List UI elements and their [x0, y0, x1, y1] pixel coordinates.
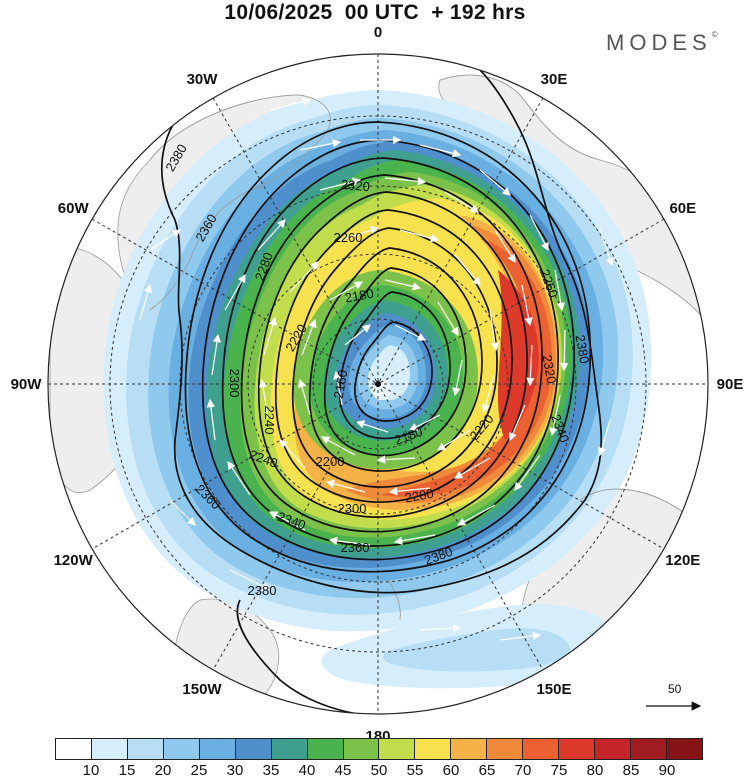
lon-label-30e: 30E	[541, 71, 568, 88]
lon-label-150e: 150E	[536, 681, 571, 698]
colorbar-tick-label: 70	[514, 762, 532, 779]
contour-label-2380-3: 2380	[248, 583, 277, 598]
contour-2220	[308, 247, 483, 472]
colorbar-tick-label: 15	[118, 762, 136, 779]
colorbar-cell	[523, 739, 560, 759]
contour-2200	[323, 267, 467, 457]
contour-2380	[161, 69, 603, 594]
lon-label-90e: 90E	[717, 376, 744, 393]
colorbar-tick-label: 80	[586, 762, 604, 779]
colorbar-cell	[163, 739, 200, 759]
colorbar-tick-label: 35	[262, 762, 280, 779]
colorbar-cell	[271, 739, 308, 759]
contour-label-2320-1: 2320	[540, 354, 560, 385]
wind-reference-label: 50	[668, 682, 682, 696]
contour-label-2300-0: 2300	[227, 369, 242, 398]
contour-2360	[184, 121, 592, 573]
contour-label-2280-1: 2280	[404, 486, 435, 506]
contour-label-2240-0: 2240	[262, 406, 277, 435]
contour-2240	[291, 227, 498, 488]
colorbar-cell	[451, 739, 488, 759]
colorbar-cell	[91, 739, 128, 759]
colorbar-cell	[127, 739, 164, 759]
lon-label-60w: 60W	[58, 200, 90, 217]
lon-label-0: 0	[374, 24, 382, 41]
contour-label-2380-1: 2380	[573, 334, 593, 365]
brand-text: MODES	[606, 30, 712, 55]
colorbar-tick-label: 40	[298, 762, 316, 779]
wind-reference-vector: 50	[646, 682, 702, 711]
colorbar-tick-label: 25	[190, 762, 208, 779]
contour-2280	[257, 191, 528, 518]
colorbar-cell	[415, 739, 452, 759]
wind-vectors	[139, 97, 614, 641]
height-contours	[161, 69, 603, 714]
colorbar-tick-label: 45	[334, 762, 352, 779]
colorbar-tick-label: 20	[154, 762, 172, 779]
lon-label-30w: 30W	[187, 71, 219, 88]
contour-label-2360-2: 2360	[341, 540, 370, 555]
colorbar-cell	[307, 739, 344, 759]
lon-label-60e: 60E	[669, 200, 696, 217]
colorbar-tick-label: 30	[226, 762, 244, 779]
colorbar-cell	[595, 739, 631, 759]
colorbar-tick-label: 10	[82, 762, 100, 779]
north-pole-marker	[375, 381, 381, 387]
colorbar-cell	[631, 739, 667, 759]
colorbar-cell	[487, 739, 524, 759]
colorbar-cell	[559, 739, 596, 759]
contour-label-2160-0: 2160	[331, 369, 351, 400]
contour-2300	[240, 174, 543, 533]
lon-label-90w: 90W	[11, 376, 43, 393]
lon-label-150w: 150W	[182, 681, 222, 698]
contour-2340	[201, 139, 575, 561]
colorbar-cell	[199, 739, 236, 759]
colorbar-cell	[235, 739, 272, 759]
contour-2180	[338, 291, 451, 440]
colorbar-cell	[56, 739, 92, 759]
colorbar-cell	[666, 739, 702, 759]
contour-label-2260-0: 2260	[334, 230, 363, 245]
copyright-mark: ©	[711, 30, 718, 39]
colorbar-tick-label: 55	[406, 762, 424, 779]
colorbar-tick-label: 85	[622, 762, 640, 779]
colorbar-tick-label: 90	[658, 762, 676, 779]
colorbar-tick-label: 50	[370, 762, 388, 779]
map-disc	[48, 54, 708, 714]
brand-logo: MODES©	[606, 30, 718, 56]
lon-label-120e: 120E	[665, 552, 700, 569]
colorbar-cell	[379, 739, 416, 759]
colorbar-cell	[343, 739, 380, 759]
wind-speed-shading	[103, 90, 652, 689]
colorbar-tick-label: 75	[550, 762, 568, 779]
contour-2160	[354, 321, 433, 422]
wind-speed-colorbar	[55, 738, 703, 760]
lon-label-120w: 120W	[54, 552, 94, 569]
colorbar-tick-label: 65	[478, 762, 496, 779]
contour-label-2200-0: 2200	[316, 454, 345, 469]
contour-label-2180-0: 2180	[344, 286, 375, 306]
colorbar-tick-label: 60	[442, 762, 460, 779]
colorbar-labels: 10 15 20 25 30 35 40 45 50 55 60 65 70 75 80 85 90	[0, 762, 750, 780]
map-boundary	[47, 53, 709, 715]
contour-label-2300-1: 2300	[338, 501, 367, 516]
coastlines	[149, 74, 708, 621]
contour-label-2320-0: 2320	[340, 177, 370, 194]
contour-2320	[221, 157, 559, 547]
map-title: 10/06/2025 00 UTC + 192 hrs	[224, 1, 526, 24]
